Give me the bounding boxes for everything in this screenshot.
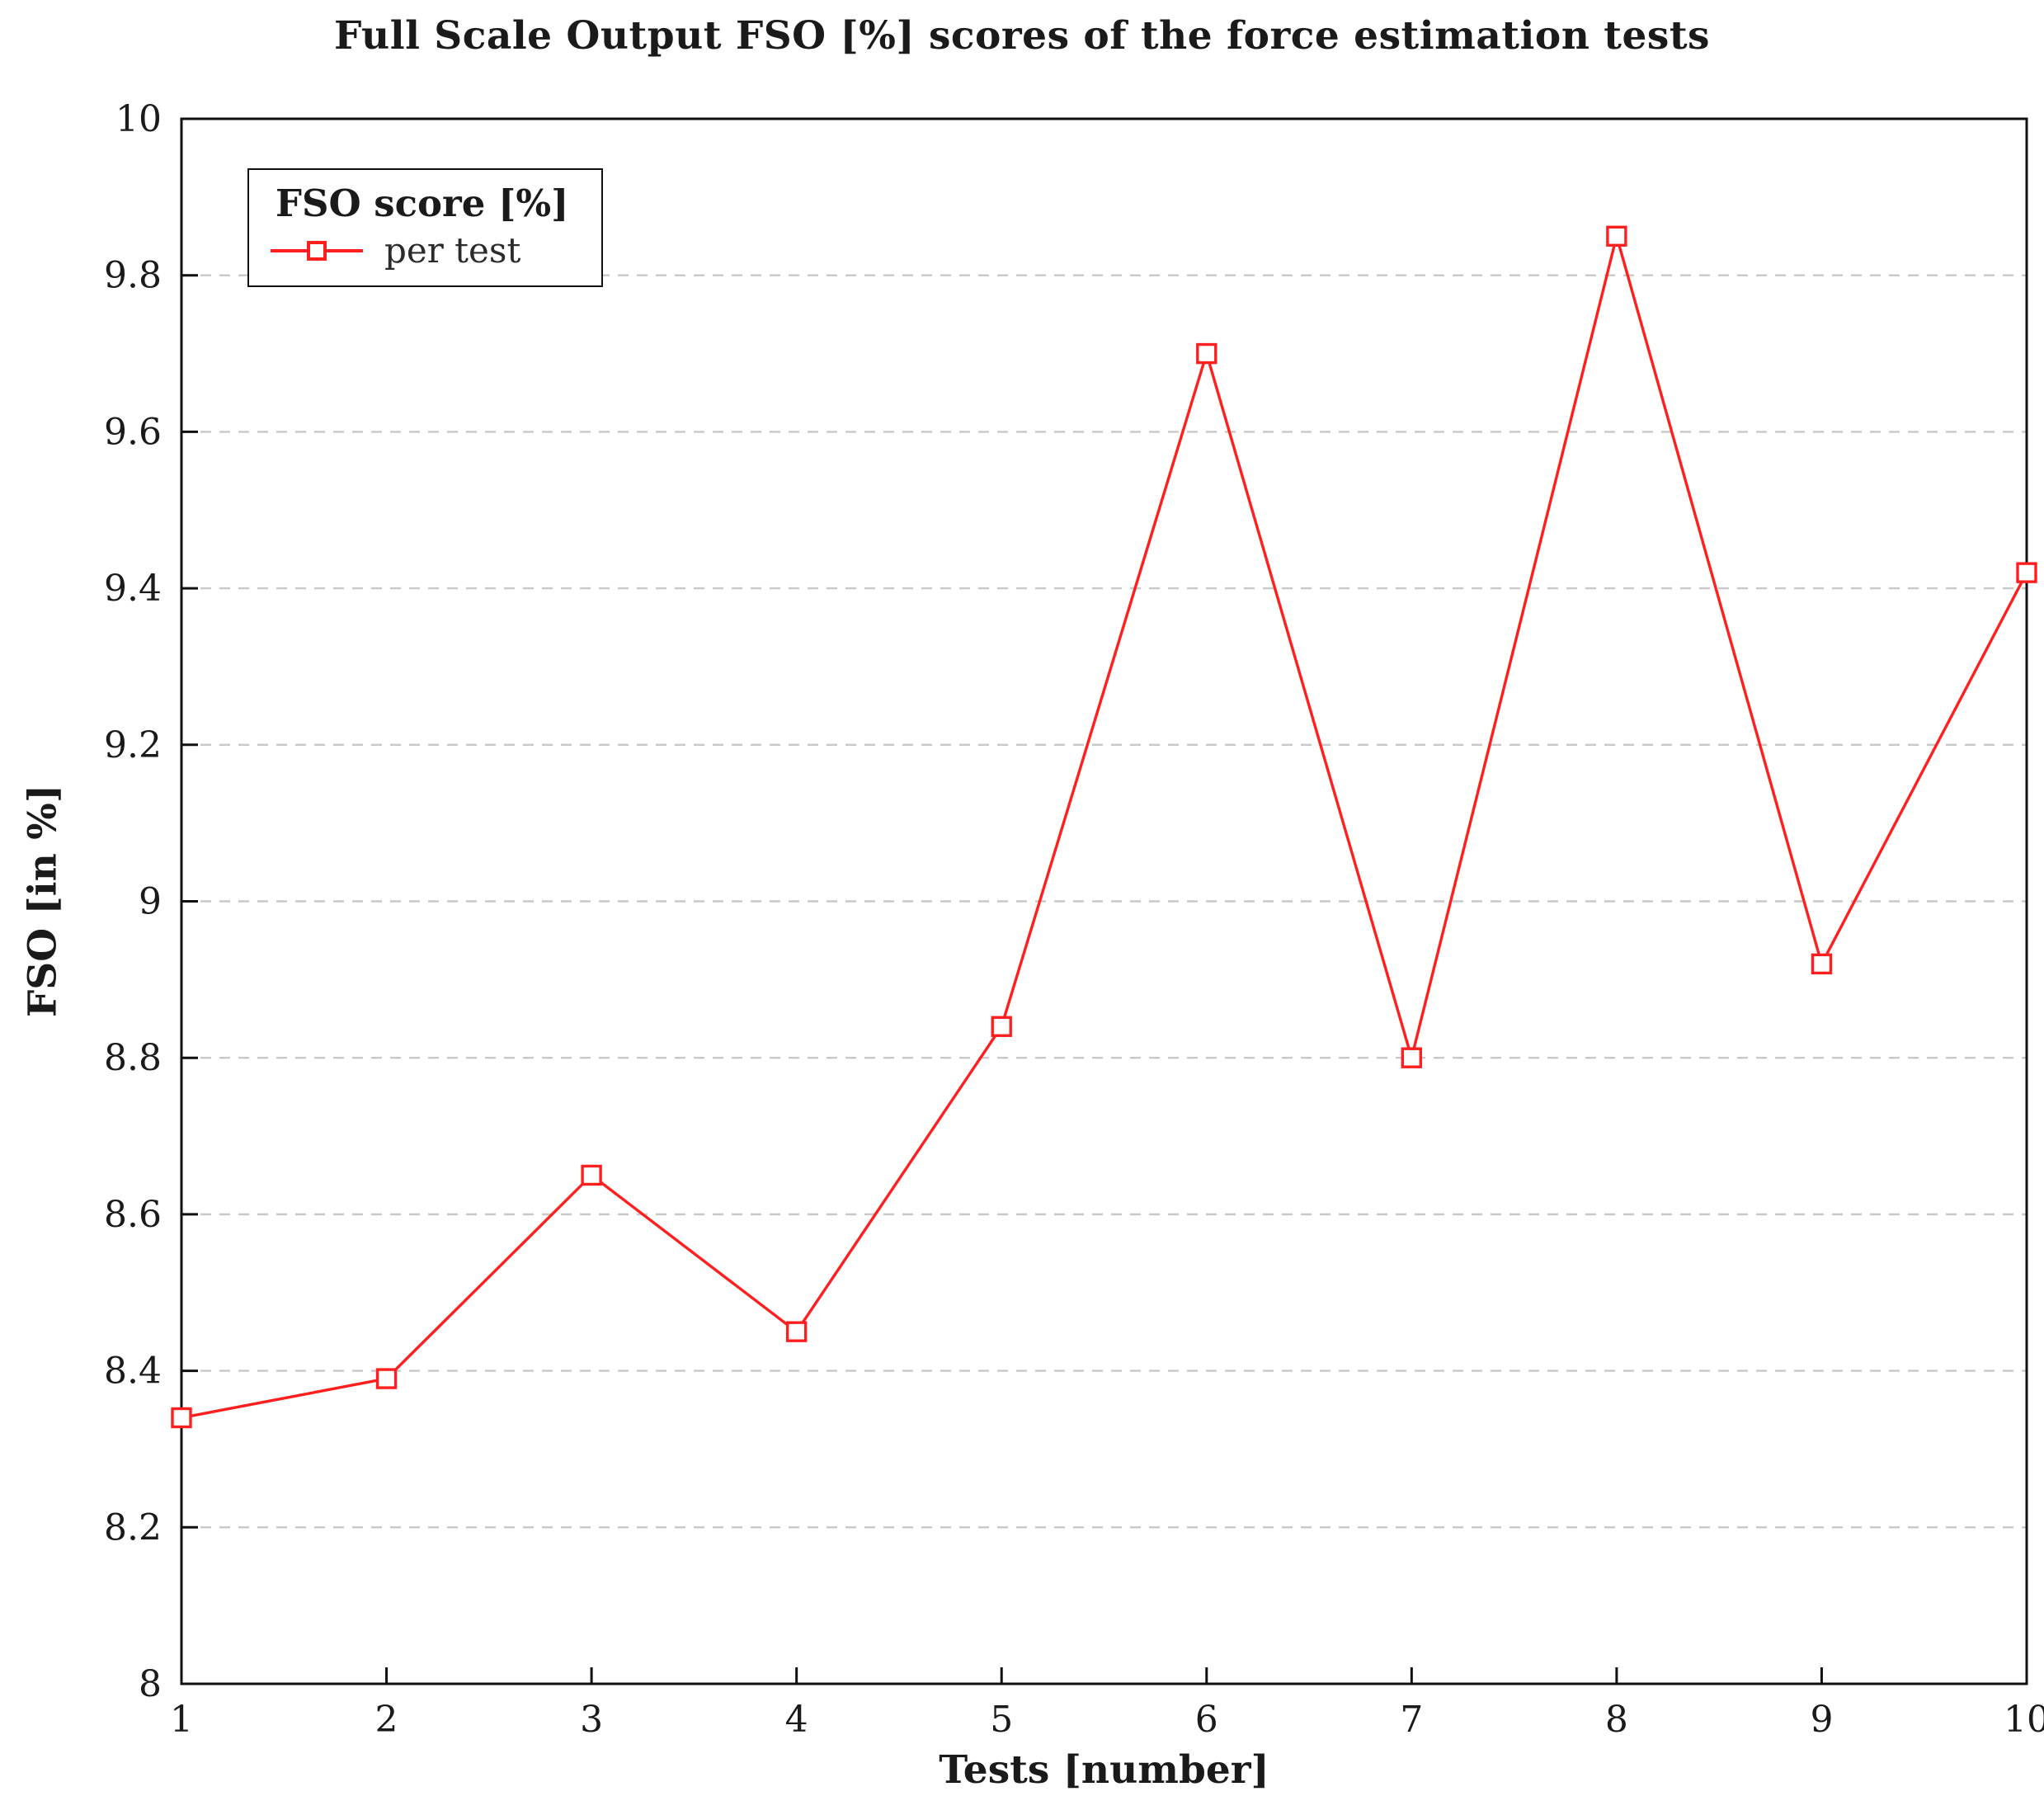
gridlines xyxy=(181,274,2027,1529)
x-tick-label: 10 xyxy=(2004,1699,2044,1741)
axis-frame xyxy=(180,117,2028,1685)
y-tick-label: 8.4 xyxy=(104,1351,162,1393)
y-tick-label: 10 xyxy=(115,98,162,140)
data-point-marker xyxy=(171,1407,192,1429)
series-line xyxy=(181,230,2028,1420)
y-tick-label: 8.2 xyxy=(104,1506,162,1549)
y-axis-label: FSO [in %] xyxy=(20,784,66,1018)
plot-area: 1 2 3 4 5 6 7 8 9 10 8 8.2 8.4 8.6 8.8 9 9.2 9.4 9.6 9.8 10 xyxy=(104,98,2044,1741)
data-point-marker xyxy=(991,1016,1012,1037)
y-tick-label: 8.8 xyxy=(104,1037,162,1079)
x-tick-label: 6 xyxy=(1195,1699,1218,1741)
axis-ticks xyxy=(180,117,2028,1685)
x-tick-label: 3 xyxy=(580,1699,603,1741)
y-tick-label: 9.8 xyxy=(104,255,162,297)
data-point-marker xyxy=(581,1164,602,1186)
legend-entry-label: per test xyxy=(384,230,521,271)
legend-title: FSO score [%] xyxy=(276,182,569,225)
legend-row: per test xyxy=(271,230,568,271)
data-point-marker xyxy=(1606,225,1627,247)
data-point-marker xyxy=(1196,342,1217,365)
x-tick-label: 7 xyxy=(1400,1699,1423,1741)
x-tick-label: 8 xyxy=(1605,1699,1628,1741)
y-tick-label: 9.4 xyxy=(104,568,162,610)
y-tick-label: 9.2 xyxy=(104,724,162,766)
data-point-marker xyxy=(1811,953,1833,975)
chart-title: Full Scale Output FSO [%] scores of the … xyxy=(334,13,1710,59)
x-tick-label: 5 xyxy=(990,1699,1013,1741)
x-axis-label: Tests [number] xyxy=(939,1747,1269,1793)
legend-line-sample xyxy=(271,238,363,263)
y-tick-label: 8 xyxy=(139,1663,162,1705)
data-point-marker xyxy=(785,1321,808,1342)
data-point-marker xyxy=(375,1368,398,1389)
legend-square-marker-icon xyxy=(307,240,327,261)
y-tick-label: 9 xyxy=(139,881,162,923)
data-point-marker xyxy=(2016,562,2037,583)
y-tick-label: 9.6 xyxy=(104,411,162,453)
x-tick-label: 2 xyxy=(375,1699,398,1741)
tick-labels: 1 2 3 4 5 6 7 8 9 10 8 8.2 8.4 8.6 8.8 9 9.2 9.4 9.6 9.8 10 xyxy=(104,98,2044,1741)
y-tick-label: 8.6 xyxy=(104,1194,162,1236)
legend-box: FSO score [%] per test xyxy=(247,168,604,287)
x-tick-label: 4 xyxy=(785,1699,808,1741)
x-tick-label: 9 xyxy=(1810,1699,1833,1741)
x-tick-label: 1 xyxy=(170,1699,193,1741)
data-point-marker xyxy=(1401,1047,1423,1068)
